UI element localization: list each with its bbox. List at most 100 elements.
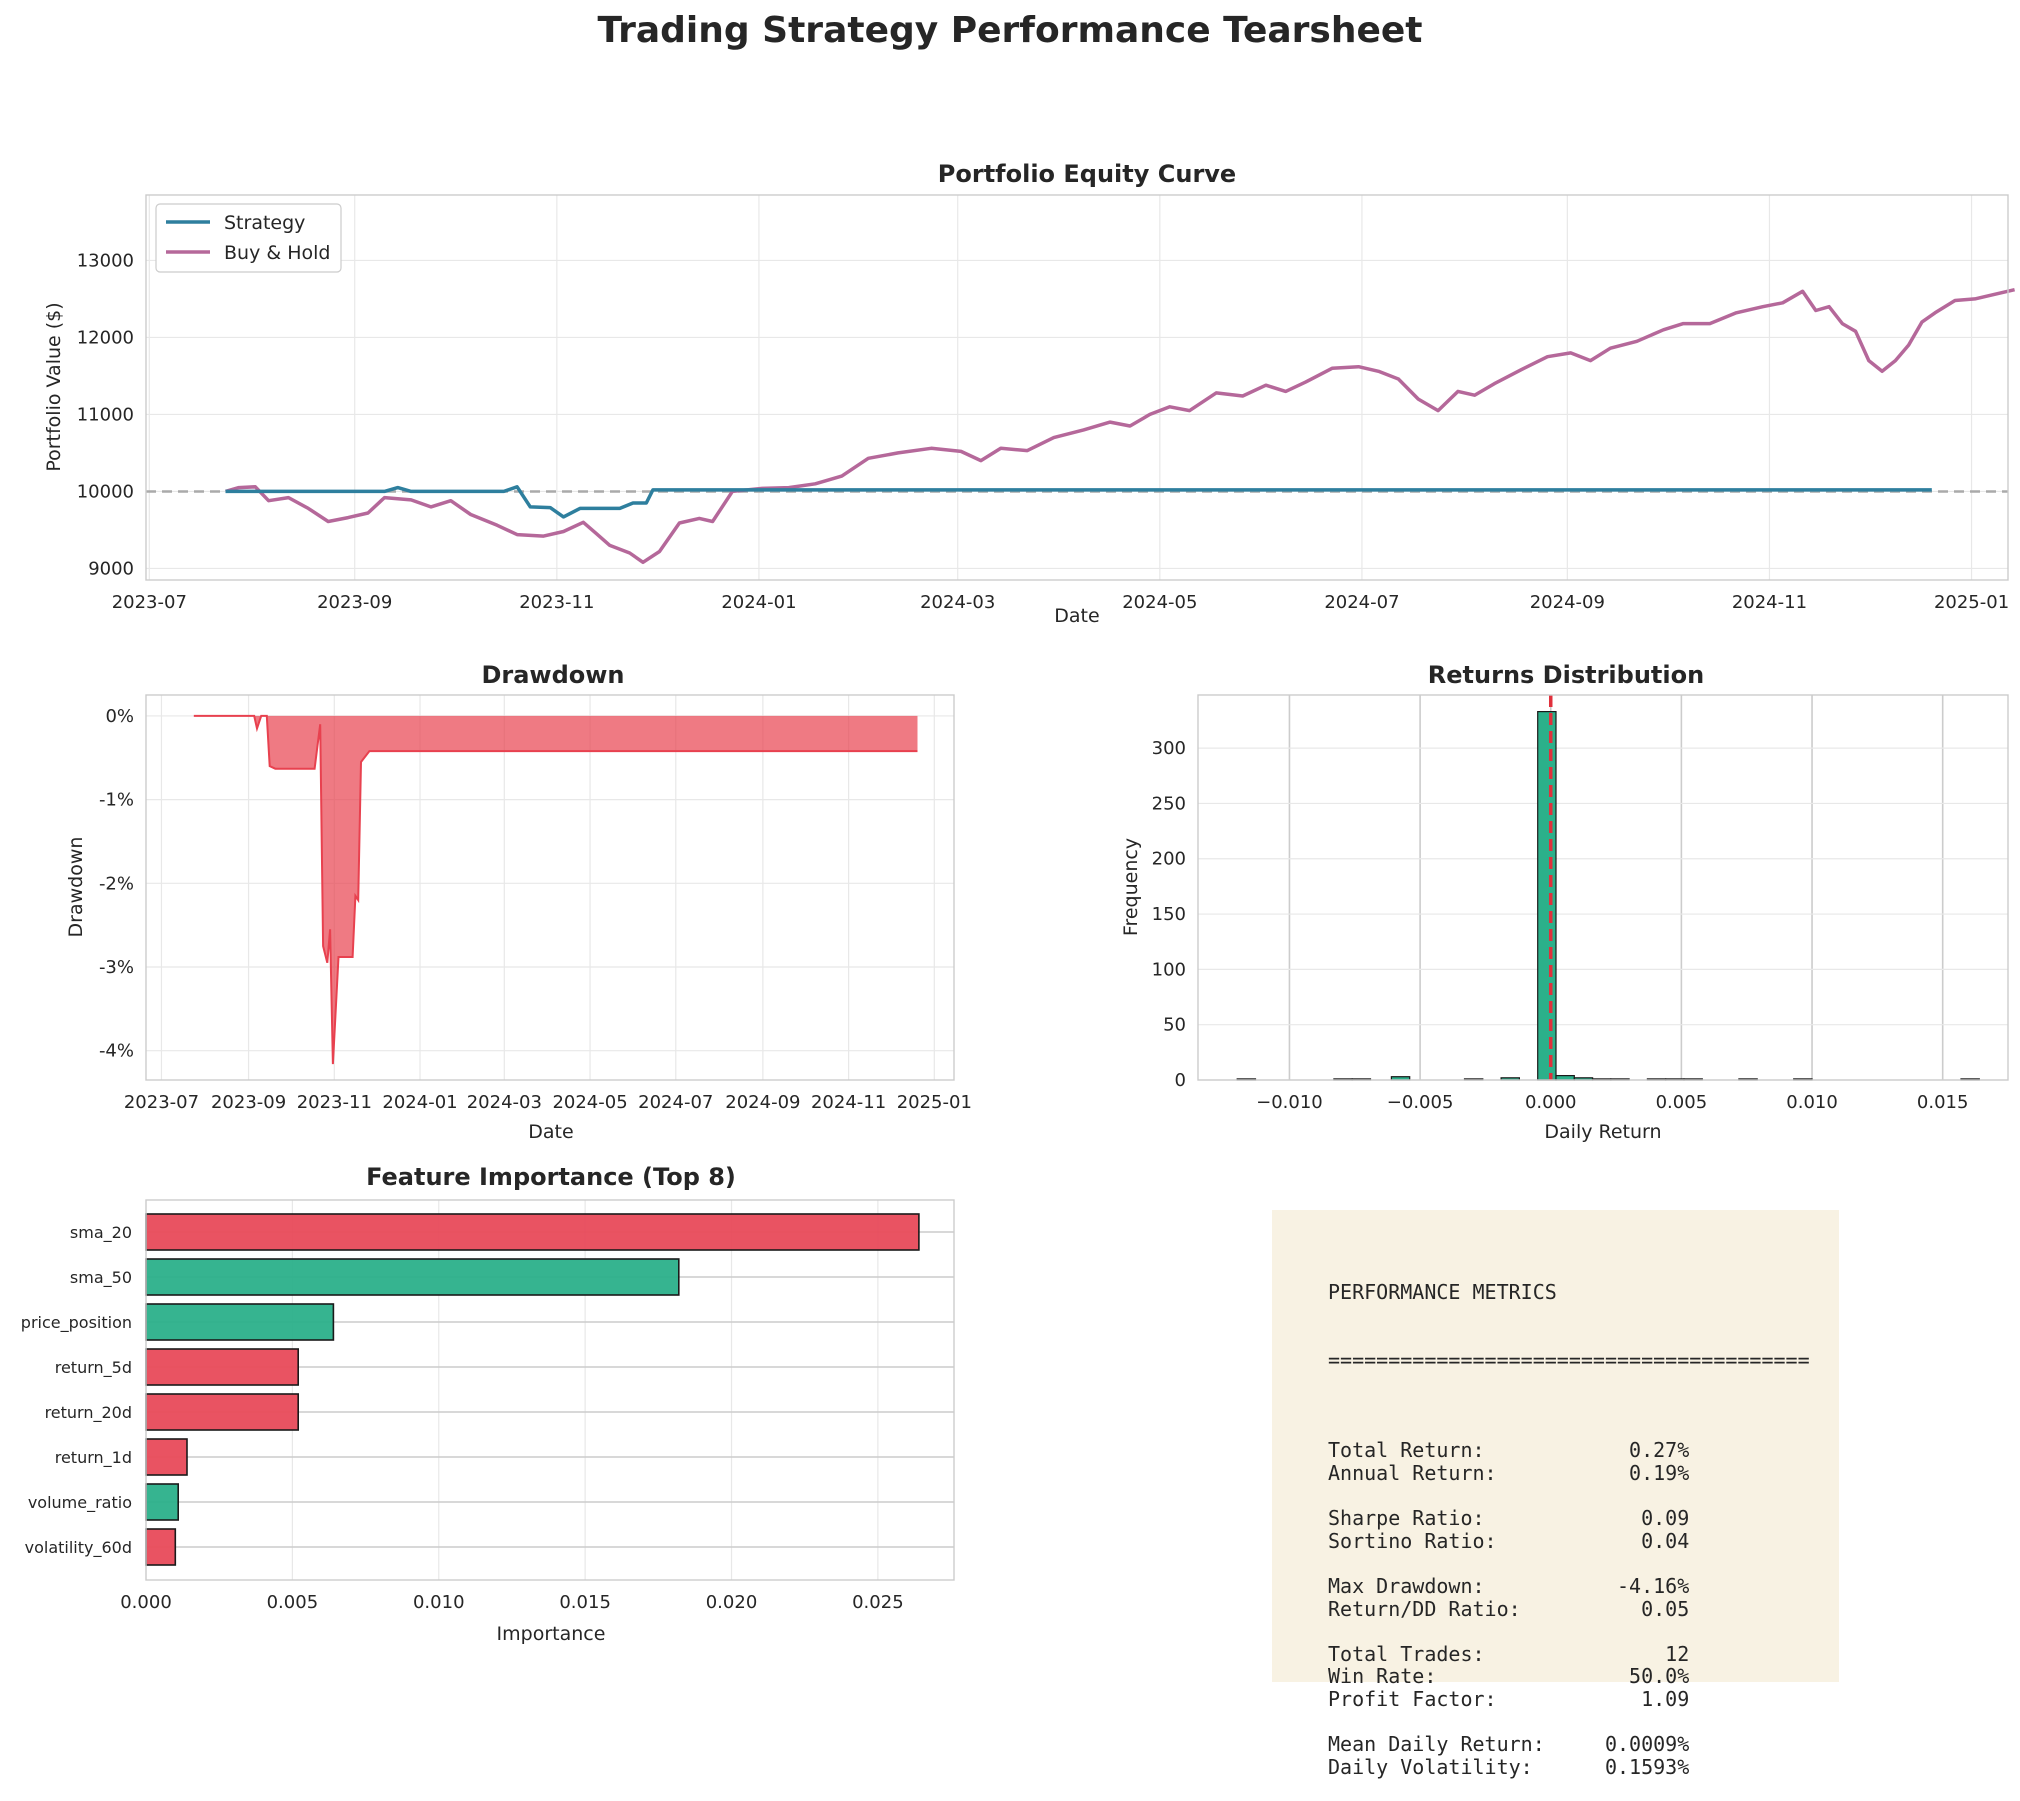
feature-xtick: 0.000 <box>120 1592 172 1613</box>
returns-xtick: 0.015 <box>1917 1092 1969 1113</box>
drawdown-ytick: -1% <box>99 790 134 811</box>
equity-ytick: 13000 <box>77 250 134 271</box>
equity-ylabel: Portfolio Value ($) <box>43 302 65 471</box>
drawdown-ytick: -3% <box>99 957 134 978</box>
equity-xtick: 2024-03 <box>920 592 995 613</box>
metric-row: Annual Return: 0.19% <box>1328 1460 1690 1485</box>
returns-ytick: 50 <box>1163 1015 1186 1036</box>
metric-row: Daily Volatility: 0.1593% <box>1328 1754 1690 1779</box>
metrics-spacer <box>1328 1485 1839 1508</box>
feature-frame <box>145 1199 955 1581</box>
feature-label: price_position <box>21 1313 132 1333</box>
metric-row: Sortino Ratio: 0.04 <box>1328 1528 1690 1553</box>
drawdown-xtick: 2024-07 <box>638 1092 713 1113</box>
returns-bin <box>1537 710 1557 1081</box>
returns-xtick: 0.010 <box>1786 1092 1838 1113</box>
feature-bar-sma_20 <box>145 1213 920 1251</box>
metric-row: Profit Factor: 1.09 <box>1328 1686 1690 1711</box>
returns-xtick: 0.000 <box>1525 1092 1577 1113</box>
metrics-header: PERFORMANCE METRICS <box>1328 1280 1557 1305</box>
equity-series-buy-hold <box>225 287 2015 565</box>
returns-title: Returns Distribution <box>1428 661 1704 689</box>
metrics-spacer <box>1328 1620 1839 1643</box>
equity-xtick: 2023-07 <box>112 592 187 613</box>
equity-frame <box>145 194 2009 581</box>
feature-xtick: 0.015 <box>559 1592 611 1613</box>
metric-row: Total Trades: 12 <box>1328 1641 1690 1666</box>
equity-xtick: 2024-11 <box>1732 592 1807 613</box>
legend-label-buy-hold: Buy & Hold <box>224 242 330 264</box>
drawdown-xtick: 2024-05 <box>552 1092 627 1113</box>
feature-xlabel: Importance <box>497 1623 606 1645</box>
feature-bar-volatility_60d <box>145 1528 177 1566</box>
metrics-rule: ======================================== <box>1328 1347 1810 1372</box>
equity-xtick: 2024-07 <box>1324 592 1399 613</box>
performance-metrics-box: PERFORMANCE METRICS ====================… <box>1272 1210 1839 1778</box>
feature-xtick: 0.005 <box>267 1592 319 1613</box>
feature-label: volatility_60d <box>25 1538 132 1558</box>
feature-label: volume_ratio <box>28 1493 132 1513</box>
equity-xtick: 2023-09 <box>317 592 392 613</box>
returns-ytick: 200 <box>1152 849 1186 870</box>
feature-xtick: 0.010 <box>413 1592 465 1613</box>
feature-label: return_1d <box>55 1448 132 1468</box>
returns-xlabel: Daily Return <box>1544 1121 1661 1143</box>
returns-xtick: −0.010 <box>1256 1092 1323 1113</box>
feature-label: return_20d <box>45 1403 132 1423</box>
drawdown-xlabel: Date <box>528 1121 573 1143</box>
feature-label: return_5d <box>55 1358 132 1378</box>
drawdown-ytick: -4% <box>99 1041 134 1062</box>
metrics-spacer <box>1328 1552 1839 1575</box>
feature-bar-sma_50 <box>145 1258 680 1296</box>
feature-bar-volume_ratio <box>145 1483 180 1521</box>
equity-ytick: 12000 <box>77 327 134 348</box>
metric-row: Return/DD Ratio: 0.05 <box>1328 1596 1690 1621</box>
tearsheet-figure: Trading Strategy Performance Tearsheet P… <box>21 10 2015 1645</box>
drawdown-xtick: 2023-11 <box>297 1092 372 1113</box>
drawdown-xtick: 2024-03 <box>467 1092 542 1113</box>
feature-bar-return_20d <box>145 1393 299 1431</box>
drawdown-ytick: 0% <box>105 706 134 727</box>
feature-importance-panel: Feature Importance (Top 8) 0.000 0.005 0.0… <box>21 1163 955 1645</box>
equity-xtick: 2024-01 <box>721 592 796 613</box>
feature-xtick: 0.025 <box>852 1592 904 1613</box>
drawdown-frame <box>145 694 955 1081</box>
returns-xtick: 0.005 <box>1656 1092 1708 1113</box>
feature-title: Feature Importance (Top 8) <box>366 1163 736 1191</box>
returns-ytick: 300 <box>1152 738 1186 759</box>
returns-ytick: 250 <box>1152 793 1186 814</box>
feature-bar-price_position <box>145 1303 335 1341</box>
equity-xtick: 2025-01 <box>1934 592 2009 613</box>
equity-xtick: 2024-09 <box>1530 592 1605 613</box>
returns-frame <box>1197 694 2009 1081</box>
returns-ytick: 150 <box>1152 904 1186 925</box>
equity-xtick: 2023-11 <box>519 592 594 613</box>
feature-label: sma_20 <box>70 1223 132 1243</box>
drawdown-xtick: 2024-09 <box>725 1092 800 1113</box>
drawdown-xtick: 2024-11 <box>811 1092 886 1113</box>
drawdown-xtick: 2023-07 <box>124 1092 199 1113</box>
equity-legend: Strategy Buy & Hold <box>155 203 342 273</box>
drawdown-line <box>193 714 918 1065</box>
legend-label-strategy: Strategy <box>224 212 305 234</box>
drawdown-xtick: 2023-09 <box>211 1092 286 1113</box>
drawdown-xtick: 2025-01 <box>897 1092 972 1113</box>
drawdown-title: Drawdown <box>481 661 624 689</box>
returns-ytick: 100 <box>1152 959 1186 980</box>
equity-series-strategy <box>225 485 1932 519</box>
feature-bar-return_5d <box>145 1348 299 1386</box>
equity-title: Portfolio Equity Curve <box>938 160 1236 188</box>
returns-ytick: 0 <box>1175 1070 1186 1091</box>
drawdown-xtick: 2024-01 <box>382 1092 457 1113</box>
returns-xtick: −0.005 <box>1387 1092 1454 1113</box>
equity-xtick: 2024-05 <box>1122 592 1197 613</box>
metric-row: Max Drawdown: -4.16% <box>1328 1573 1690 1598</box>
returns-distribution-panel: Returns Distribution −0.010 −0.005 0.000 0.… <box>1120 661 2009 1143</box>
feature-xtick: 0.020 <box>706 1592 758 1613</box>
feature-label: sma_50 <box>70 1268 132 1288</box>
metric-row: Sharpe Ratio: 0.09 <box>1328 1506 1690 1531</box>
metric-row: Total Return: 0.27% <box>1328 1438 1690 1463</box>
metric-row: Mean Daily Return: 0.0009% <box>1328 1732 1690 1757</box>
drawdown-panel: Drawdown 2023-07 2023-09 2023-11 2024-01 202… <box>65 661 972 1143</box>
equity-ytick: 10000 <box>77 481 134 502</box>
